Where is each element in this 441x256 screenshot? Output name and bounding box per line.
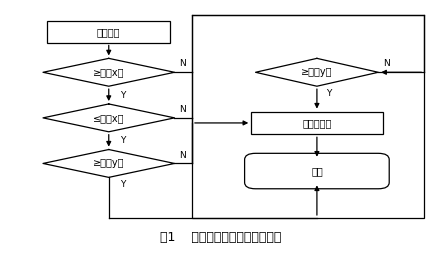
FancyBboxPatch shape [245,153,389,189]
Text: Y: Y [120,136,125,145]
Text: N: N [179,151,186,160]
Text: ≤右下x值: ≤右下x值 [93,113,124,123]
Text: 图1    触摸位置判断子程序流程图: 图1 触摸位置判断子程序流程图 [160,231,281,244]
FancyBboxPatch shape [251,112,383,134]
Bar [192,15,424,218]
Text: 键功能程序: 键功能程序 [302,118,332,128]
Text: 读坐标值: 读坐标值 [97,27,120,37]
Text: N: N [179,59,186,69]
Text: ≥左上x值: ≥左上x值 [93,67,124,77]
FancyBboxPatch shape [47,21,170,42]
Text: ≥右下y值: ≥右下y值 [301,67,333,77]
Text: Y: Y [120,91,125,100]
Text: 结束: 结束 [311,166,323,176]
Text: N: N [179,105,186,114]
Text: Y: Y [120,180,125,189]
Text: N: N [383,59,389,69]
Text: ≥左上y值: ≥左上y值 [93,158,124,168]
Text: Y: Y [325,89,331,98]
